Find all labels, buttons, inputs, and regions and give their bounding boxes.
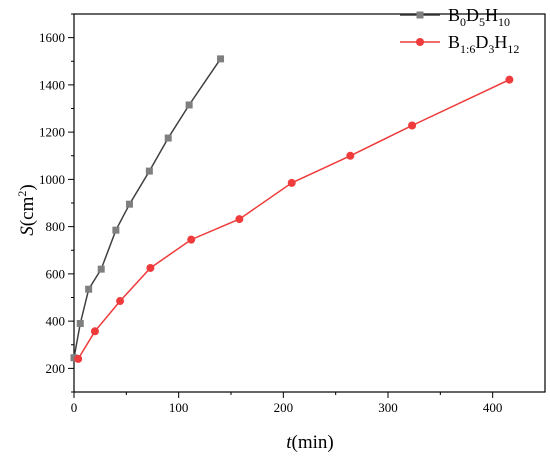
plot-frame: [73, 13, 546, 393]
legend: B0D5H10 B1:6D3H12: [400, 5, 519, 56]
data-point-square: [76, 319, 84, 327]
data-point-circle: [146, 263, 155, 272]
data-point-square: [145, 167, 153, 175]
series-line-2: [77, 79, 510, 360]
data-point-square: [85, 285, 93, 293]
x-tick-label: 400: [483, 400, 503, 415]
y-tick-label: 1400: [39, 77, 65, 92]
y-tick-label: 400: [46, 314, 66, 329]
data-point-square: [125, 200, 133, 208]
y-axis-unit-sup: 2: [15, 191, 29, 197]
legend-item-2: B1:6D3H12: [400, 32, 519, 56]
legend-marker-circle: [416, 38, 424, 46]
data-point-square: [217, 55, 225, 63]
y-tick-label: 600: [46, 266, 66, 281]
series-line-1: [73, 58, 222, 358]
data-point-square: [70, 354, 78, 362]
data-point-circle: [74, 354, 83, 363]
x-axis-title: t(min): [286, 432, 334, 453]
series-1: [70, 55, 225, 362]
data-point-circle: [505, 75, 514, 84]
y-axis-unit-pre: (cm: [17, 196, 38, 226]
legend-label-2: B1:6D3H12: [448, 32, 519, 56]
data-point-circle: [408, 121, 417, 130]
series-2: [74, 75, 514, 363]
y-tick-label: 1000: [39, 172, 65, 187]
x-axis-unit: (min): [292, 432, 334, 453]
axis-ticks: 0 100 200 300 400 200 400 600 800 1000 1200 1400 160…: [39, 13, 503, 415]
y-tick-label: 1200: [39, 125, 65, 140]
x-tick-label: 100: [169, 400, 189, 415]
x-tick-label: 300: [378, 400, 398, 415]
legend-item-1: B0D5H10: [400, 5, 510, 29]
x-tick-label: 200: [274, 400, 294, 415]
legend-label-1: B0D5H10: [448, 5, 510, 29]
data-point-square: [185, 101, 193, 109]
series-layer: [70, 55, 514, 363]
data-point-circle: [287, 178, 296, 187]
y-tick-label: 1600: [39, 30, 65, 45]
y-tick-label: 800: [46, 219, 66, 234]
legend-marker-square: [416, 11, 424, 19]
data-point-square: [112, 226, 120, 234]
data-point-circle: [116, 297, 125, 306]
data-point-square: [164, 134, 172, 142]
data-point-circle: [187, 235, 196, 244]
y-axis-var: S: [17, 226, 38, 236]
data-point-circle: [90, 327, 99, 336]
data-point-circle: [235, 215, 244, 224]
x-tick-label: 0: [71, 400, 78, 415]
y-axis-title: S(cm2): [15, 184, 38, 235]
data-point-circle: [346, 151, 355, 160]
y-tick-label: 200: [46, 361, 66, 376]
x-axis-var: t: [286, 432, 292, 453]
axes: [73, 13, 546, 393]
data-point-square: [97, 265, 105, 273]
y-axis-unit-post: ): [17, 184, 38, 190]
